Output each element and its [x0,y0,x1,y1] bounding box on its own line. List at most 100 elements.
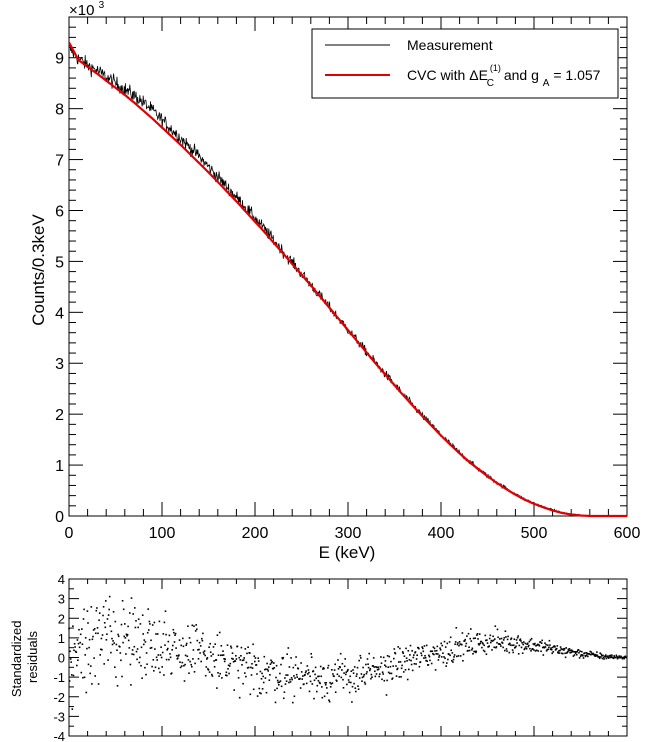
residual-point [280,663,282,666]
residual-point [225,674,227,676]
residual-point [79,641,81,644]
residual-point [116,685,119,687]
x-tick-label: 0 [65,525,74,542]
residual-point [346,683,348,686]
residual-point [148,620,151,623]
residual-point [210,655,213,657]
residual-point [449,654,451,657]
residual-point [356,673,358,675]
residual-point [517,635,519,637]
residual-point [431,650,434,652]
residual-point [307,669,310,671]
residual-point [566,651,569,654]
residual-point [111,637,113,640]
residual-point [96,627,99,629]
residual-point [149,623,151,625]
residual-point [126,635,128,637]
residual-point [68,627,70,630]
residual-point [150,646,153,649]
residual-point [343,665,346,668]
residual-point [206,658,208,660]
residual-point [448,641,451,643]
residual-point [521,652,524,654]
residual-point [324,682,326,684]
residual-point [499,638,501,640]
y-tick-label: 2 [55,407,64,424]
y-axis-multiplier-exponent: 3 [99,0,105,11]
residual-point [425,644,428,647]
residual-point [472,637,475,640]
residual-point [164,644,166,646]
residual-point [531,648,534,650]
residual-point [192,649,195,651]
residual-point [84,654,86,656]
residual-point [212,646,215,648]
residual-point [309,675,311,678]
residual-point [561,648,564,651]
residual-point [486,642,489,644]
residual-point [598,656,600,658]
residual-point [441,644,444,647]
residual-point [319,665,322,668]
residual-point [490,641,492,644]
residual-point [401,651,404,653]
residual-point [455,627,458,629]
residual-point [265,668,267,670]
residual-point [116,649,118,651]
residual-point [578,657,581,659]
residual-point [432,652,434,655]
residual-point [377,666,379,668]
residual-point [137,626,139,629]
x-axis-title: E (keV) [319,543,376,562]
residual-point [608,656,610,659]
residual-point [385,665,387,668]
residual-point [600,653,603,656]
residual-point [486,639,488,641]
residual-point [540,650,542,653]
residual-point [604,655,606,658]
residual-point [554,646,556,648]
residual-point [409,644,412,647]
residual-point [489,634,492,637]
residual-point [456,643,459,646]
residual-point [141,677,143,679]
residual-point [294,677,296,679]
residual-point [327,664,330,667]
residual-point [492,635,494,638]
residual-point [184,663,186,666]
residual-point [292,666,295,669]
residual-point [77,642,80,645]
residual-point [271,660,273,663]
residual-point [605,657,608,660]
residual-point [533,643,536,646]
residual-point [562,652,564,655]
main-plot-frame [68,16,628,517]
residual-point [156,659,158,661]
residual-point [379,673,381,675]
residual-point [516,636,519,639]
residual-point [468,649,471,652]
residual-point [375,673,378,675]
residual-point [125,653,127,655]
residual-point [530,650,532,652]
residual-point [598,657,601,660]
residual-point [127,625,129,628]
residual-point [474,637,476,639]
residual-point [412,656,415,659]
residual-point [83,608,85,611]
residual-point [491,649,493,651]
residual-point [501,642,504,644]
residual-point [153,621,156,624]
residual-point [232,658,234,660]
residual-point [529,647,531,650]
residual-point [261,688,264,690]
residual-point [262,675,264,678]
residual-point [101,648,103,651]
residual-point [321,686,323,688]
residual-point [392,665,394,667]
residual-point [182,637,184,640]
legend-label-cvc: CVC with ΔE (1) C and g A = 1.057 [407,58,601,89]
residual-point [172,644,174,647]
residual-point [162,633,165,635]
residual-point [311,683,314,685]
